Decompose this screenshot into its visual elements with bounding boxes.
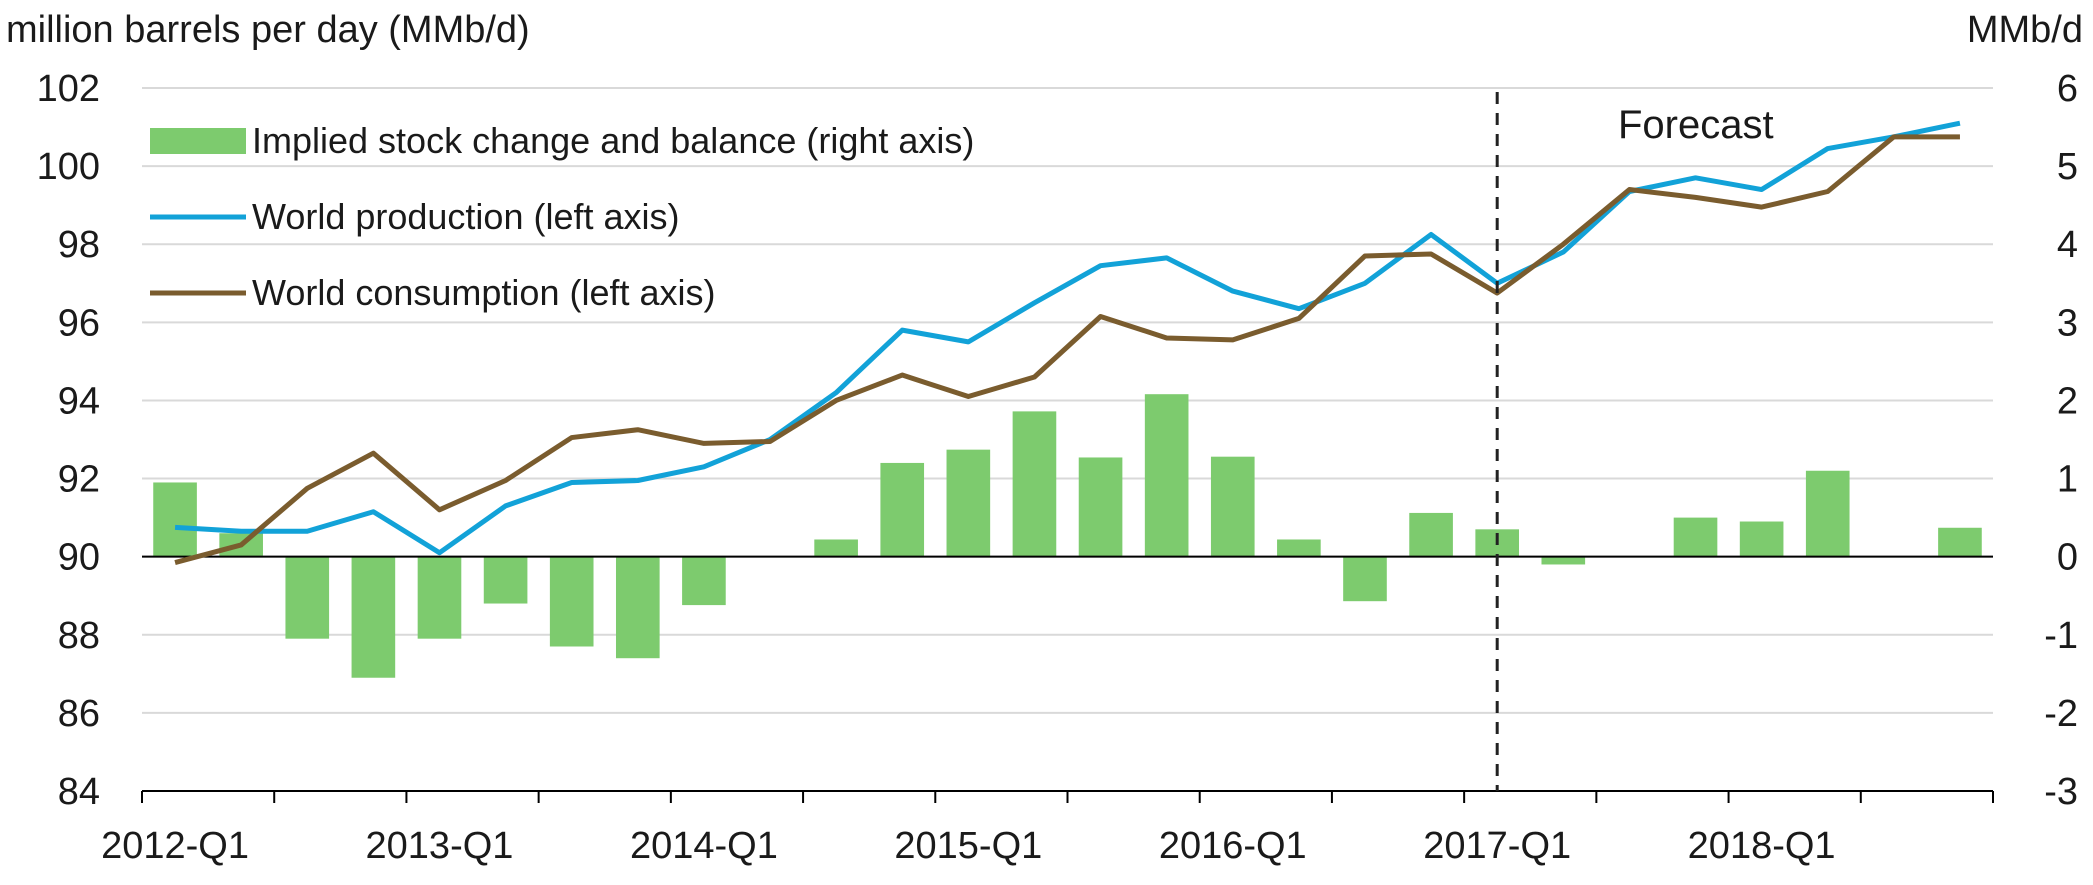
left-tick-labels: 84 86 88 90 92 94 96 98 100 102: [37, 68, 100, 813]
right-tick-label: -1: [2044, 615, 2078, 657]
left-tick-label: 86: [58, 693, 100, 735]
right-tick-label: 4: [2057, 224, 2078, 266]
right-tick-label: 1: [2057, 459, 2078, 501]
x-tick-labels: 2012-Q1 2013-Q1 2014-Q1 2015-Q1 2016-Q1 2017-…: [101, 825, 1835, 867]
right-tick-label: -3: [2044, 771, 2078, 813]
series-line: [174, 134, 1960, 565]
left-tick-label: 84: [58, 771, 100, 813]
legend-swatch-bar: [150, 128, 246, 154]
right-tick-label: -2: [2044, 693, 2078, 735]
bar: [1673, 517, 1718, 557]
right-tick-label: 0: [2057, 537, 2078, 579]
bar: [1210, 456, 1255, 557]
left-tick-label: 96: [58, 302, 100, 344]
left-tick-label: 98: [58, 224, 100, 266]
left-tick-label: 102: [37, 68, 100, 110]
left-tick-label: 90: [58, 537, 100, 579]
right-tick-labels: -3 -2 -1 0 1 2 3 4 5 6: [2044, 68, 2078, 813]
right-tick-label: 2: [2057, 380, 2078, 422]
bar: [1409, 512, 1453, 557]
right-tick-label: 3: [2057, 302, 2078, 344]
x-tick-label: 2017-Q1: [1423, 825, 1571, 867]
left-axis-title: million barrels per day (MMb/d): [6, 9, 530, 51]
right-tick-label: 5: [2057, 146, 2078, 188]
bar: [814, 539, 858, 557]
bar: [153, 482, 197, 557]
bar-series: [153, 394, 1982, 678]
x-tick-label: 2012-Q1: [101, 825, 249, 867]
legend-label-production: World production (left axis): [252, 196, 680, 237]
x-tick-label: 2016-Q1: [1159, 825, 1307, 867]
bar: [615, 556, 660, 659]
x-tick-label: 2015-Q1: [894, 825, 1042, 867]
bar: [483, 556, 528, 604]
bar: [946, 449, 991, 557]
left-tick-label: 92: [58, 459, 100, 501]
right-tick-label: 6: [2057, 68, 2078, 110]
legend: Implied stock change and balance (right …: [150, 120, 974, 313]
x-tick-label: 2014-Q1: [630, 825, 778, 867]
x-tick-label: 2013-Q1: [366, 825, 514, 867]
bar: [682, 556, 726, 606]
bar: [549, 556, 594, 647]
bar: [1938, 527, 1982, 557]
legend-label-stock-change: Implied stock change and balance (right …: [252, 120, 974, 161]
bar: [351, 556, 396, 678]
bar: [1078, 457, 1123, 557]
bar: [1012, 411, 1057, 557]
forecast-label: Forecast: [1618, 103, 1774, 147]
bar: [1739, 521, 1784, 557]
bar: [1541, 556, 1586, 565]
bar: [1144, 394, 1189, 557]
bar: [1277, 539, 1321, 557]
x-axis-ticks: [141, 791, 1994, 803]
bar: [1343, 556, 1387, 602]
bar: [417, 556, 462, 639]
bar: [880, 462, 925, 557]
x-tick-label: 2018-Q1: [1688, 825, 1836, 867]
left-tick-label: 94: [58, 380, 100, 422]
series-line: [174, 120, 1961, 556]
bar: [285, 556, 330, 639]
right-axis-title: MMb/d: [1967, 9, 2083, 51]
line-series: [174, 120, 1961, 565]
bar: [1805, 470, 1850, 557]
left-tick-label: 88: [58, 615, 100, 657]
left-tick-label: 100: [37, 146, 100, 188]
legend-label-consumption: World consumption (left axis): [252, 272, 716, 313]
